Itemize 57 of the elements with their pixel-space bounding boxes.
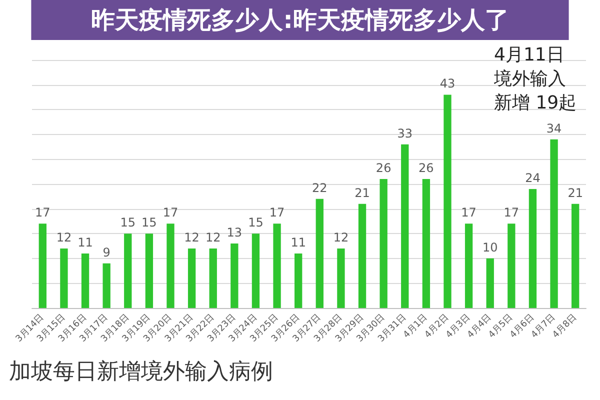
data-label: 13 (226, 226, 242, 240)
bar (316, 198, 324, 308)
data-label: 15 (120, 216, 136, 230)
bar (273, 224, 281, 308)
data-label: 26 (418, 161, 434, 176)
bar (252, 234, 260, 308)
data-label: 17 (504, 206, 520, 220)
data-label: 12 (184, 230, 200, 244)
bar (124, 234, 132, 308)
data-label: 17 (461, 206, 476, 220)
data-label: 17 (269, 206, 285, 220)
bar (145, 234, 154, 308)
data-label: 11 (290, 235, 306, 250)
data-label: 17 (35, 206, 50, 220)
data-label: 10 (482, 240, 498, 254)
annotation: 新增 19起 (494, 92, 577, 114)
data-label: 21 (568, 186, 583, 200)
data-label: 17 (162, 206, 178, 220)
data-label: 9 (102, 245, 110, 260)
data-label: 12 (56, 230, 72, 244)
bar (358, 204, 366, 308)
data-label: 12 (205, 230, 221, 244)
data-label: 15 (142, 216, 157, 230)
bar (60, 248, 68, 308)
chart-title: 昨天疫情死多少人:昨天疫情死多少人了 (91, 6, 509, 34)
data-label: 11 (78, 235, 93, 250)
bar (230, 244, 238, 308)
bar (464, 224, 473, 308)
bar (528, 188, 537, 308)
bar (38, 224, 46, 308)
bar (401, 144, 409, 308)
bar (337, 248, 345, 308)
text: 加坡每日新增境外输入病例 (9, 360, 273, 384)
bar (444, 94, 452, 308)
data-label: 34 (546, 121, 562, 136)
bar (380, 179, 388, 308)
data-label: 21 (354, 186, 370, 200)
bar (508, 224, 516, 308)
bar (550, 139, 558, 308)
annotation: 4月11日 (494, 44, 564, 66)
bar (81, 253, 90, 308)
data-label: 43 (440, 76, 456, 91)
bar (209, 248, 217, 308)
annotation: 境外输入 (493, 68, 566, 90)
bar (294, 253, 302, 308)
data-label: 12 (333, 230, 349, 244)
bar (102, 263, 110, 308)
data-label: 24 (525, 170, 540, 185)
bar (486, 258, 494, 308)
bar (166, 224, 174, 308)
data-label: 22 (312, 180, 328, 195)
data-label: 15 (248, 216, 264, 230)
data-label: 33 (397, 126, 413, 140)
data-label: 26 (376, 161, 392, 176)
bar (572, 204, 580, 308)
bar (188, 248, 196, 308)
bar (422, 179, 430, 308)
